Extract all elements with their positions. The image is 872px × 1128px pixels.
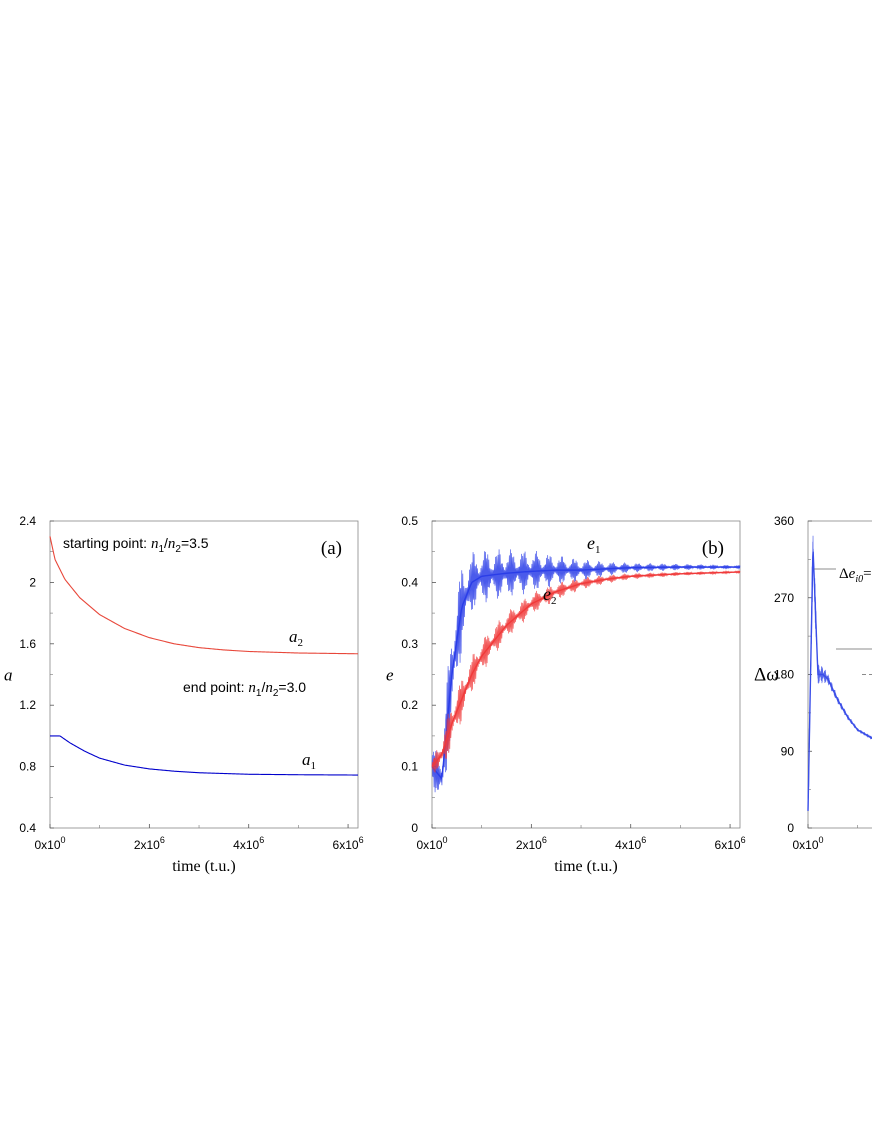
y-tick-label: 2.4 [19, 514, 36, 528]
y-tick-label: 0 [787, 821, 794, 835]
y-tick-label: 0.3 [401, 637, 418, 651]
series-Δω-mean-line [807, 551, 872, 811]
y-axis-label: a [4, 666, 13, 685]
x-axis-label: time (t.u.) [172, 858, 236, 875]
y-axis-label: Δω [754, 665, 779, 686]
series-e2-line [431, 569, 741, 773]
x-tick-label: 0x100 [792, 835, 823, 852]
y-tick-label: 270 [774, 591, 794, 605]
series-e1-mean-line [431, 566, 740, 780]
series-label-e1: e1 [587, 533, 601, 556]
y-tick-label: 90 [781, 744, 795, 758]
x-tick-label: 0x100 [416, 835, 447, 852]
series-label-e2: e2 [543, 584, 557, 607]
x-tick-label: 4x106 [615, 835, 646, 852]
x-tick-label: 6x106 [715, 835, 746, 852]
annotation-starting-point: starting point: n1/n2=3.5 [63, 535, 209, 555]
y-tick-label: 0.5 [401, 514, 418, 528]
series-e2-mean-line [431, 571, 741, 768]
annotation-delta-e: Δei0= [839, 566, 872, 585]
y-tick-label: 360 [774, 514, 794, 528]
panel-1: 0 0.1 0.2 0.3 0.4 0.5 0x100 2x106 4x106 6x106 time… [386, 514, 746, 875]
x-tick-label: 6x106 [333, 835, 364, 852]
series-a2-line [49, 536, 359, 655]
series-e1-line [431, 549, 741, 793]
series-label-a2: a2 [289, 627, 303, 649]
y-tick-label: 1.2 [19, 698, 36, 712]
x-tick-label: 2x106 [134, 835, 165, 852]
y-tick-label: 0.1 [401, 760, 418, 774]
x-tick-label: 2x106 [516, 835, 547, 852]
y-tick-label: 1.6 [19, 637, 36, 651]
plot-frame [49, 520, 359, 829]
panel-0: 0.4 0.8 1.2 1.6 2 2.4 0x100 2x106 4x106 6x106 time… [4, 514, 364, 875]
y-tick-label: 2 [29, 575, 36, 589]
panel-2: 0 90 180 270 360 0x100 Δω Δei0= [754, 514, 872, 852]
y-tick-label: 0 [411, 821, 418, 835]
y-axis-label: e [386, 666, 394, 685]
x-tick-label: 4x106 [233, 835, 264, 852]
series-label-a1: a1 [302, 750, 316, 772]
x-axis-label: time (t.u.) [554, 858, 618, 875]
y-tick-label: 0.8 [19, 760, 36, 774]
y-tick-label: 0.4 [401, 575, 418, 589]
x-tick-label: 0x100 [34, 835, 65, 852]
panel-label: (a) [321, 538, 342, 559]
y-tick-label: 0.4 [19, 821, 36, 835]
y-tick-label: 180 [774, 668, 794, 682]
y-tick-label: 0.2 [401, 698, 418, 712]
annotation-end-point: end point: n1/n2=3.0 [183, 679, 306, 699]
series-a1-line [50, 735, 358, 776]
panel-label: (b) [702, 538, 724, 559]
